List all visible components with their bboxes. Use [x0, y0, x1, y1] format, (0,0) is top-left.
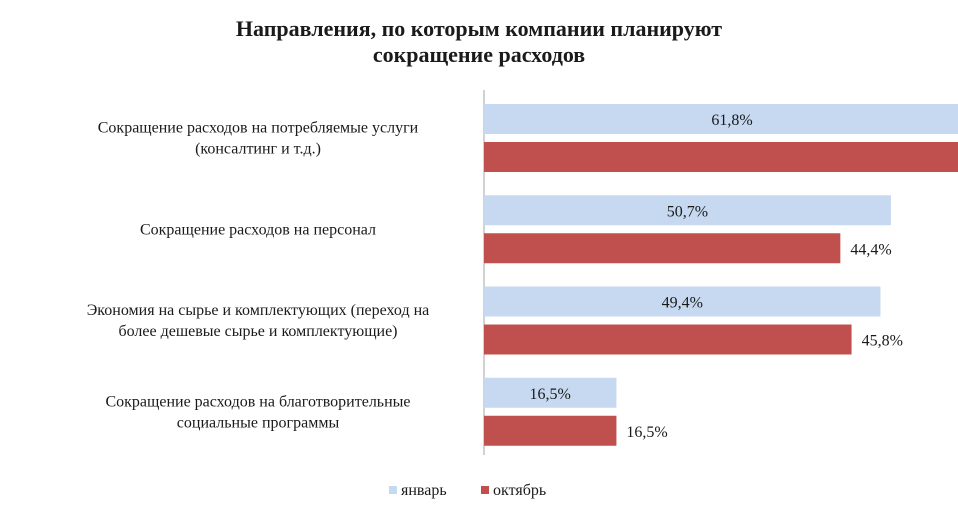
legend-label-october: октябрь — [493, 482, 546, 499]
legend-swatch-october — [481, 486, 489, 494]
category-label-line: Сокращение расходов на персонал — [140, 221, 376, 238]
category-label-line: (консалтинг и т.д.) — [195, 141, 321, 158]
bar-january — [484, 104, 958, 134]
bar-january — [484, 195, 891, 226]
category-label-line: Экономия на сырье и комплектующих (перех… — [87, 302, 430, 319]
chart-title-line: Направления, по которым компании планиру… — [236, 16, 722, 41]
legend-swatch-january — [389, 486, 397, 494]
data-label: 49,4% — [662, 295, 703, 312]
category-labels: Сокращение расходов на потребляемые услу… — [87, 120, 430, 432]
category-label-line: Сокращение расходов на потребляемые услу… — [98, 120, 419, 137]
bar-october — [484, 324, 852, 355]
bars — [484, 104, 958, 446]
bar-january — [484, 286, 881, 317]
category-label: Сокращение расходов на персонал — [140, 221, 376, 238]
category-label: Сокращение расходов на потребляемые услу… — [98, 120, 419, 158]
bar-october — [484, 415, 617, 446]
bar-october — [484, 233, 841, 264]
data-labels: 61,8%62,0%50,7%44,4%49,4%45,8%16,5%16,5% — [530, 112, 903, 441]
category-label-line: социальные программы — [177, 414, 340, 431]
data-label: 44,4% — [850, 241, 891, 258]
chart-title-line: сокращение расходов — [373, 42, 585, 67]
chart-title: Направления, по которым компании планиру… — [236, 16, 722, 67]
data-label: 16,5% — [530, 386, 571, 403]
bar-january — [484, 377, 617, 408]
data-label: 16,5% — [626, 424, 667, 441]
data-label: 50,7% — [667, 203, 708, 220]
category-label-line: более дешевые сырье и комплектующие) — [118, 323, 397, 340]
category-label-line: Сокращение расходов на благотворительные — [105, 393, 410, 410]
category-label: Экономия на сырье и комплектующих (перех… — [87, 302, 430, 340]
bar-october — [484, 142, 958, 172]
category-label: Сокращение расходов на благотворительные… — [105, 393, 410, 431]
legend-label-january: январь — [401, 482, 447, 499]
legend: январь октябрь — [389, 482, 546, 499]
data-label: 61,8% — [711, 112, 752, 129]
data-label: 45,8% — [862, 333, 903, 350]
